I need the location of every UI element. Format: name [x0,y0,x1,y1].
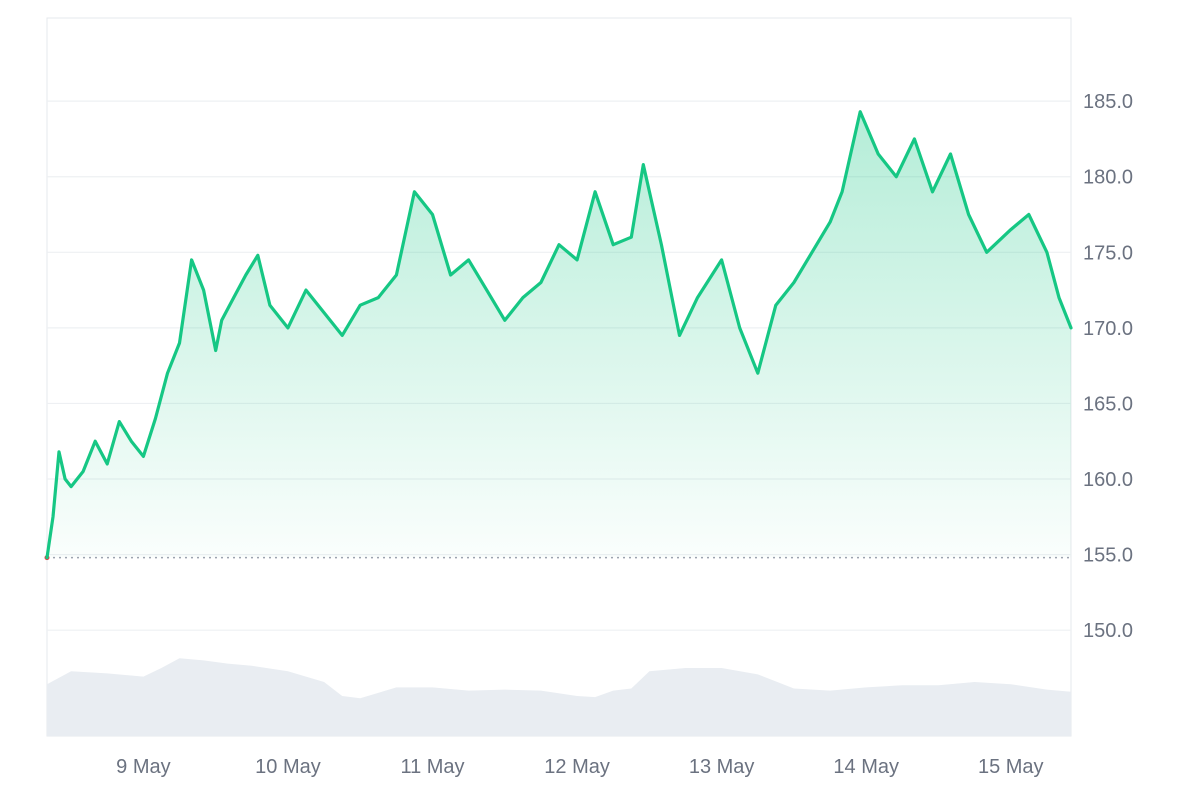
price-area-fill [47,111,1071,558]
x-tick-label: 10 May [255,756,321,778]
y-tick-label: 160.0 [1083,469,1133,491]
x-axis: 9 May 10 May 11 May 12 May 13 May 14 May 15 Ma… [116,756,1043,778]
x-tick-label: 11 May [400,756,464,778]
x-tick-label: 9 May [116,756,170,778]
line-layer [45,110,1073,560]
x-tick-label: 13 May [689,756,755,778]
y-tick-label: 150.0 [1083,620,1133,642]
x-tick-label: 12 May [544,756,610,778]
x-tick-label: 14 May [833,756,899,778]
y-axis: 185.0 180.0 175.0 170.0 165.0 160.0 155.0 150.0 [1083,91,1133,642]
y-tick-label: 155.0 [1083,545,1133,567]
y-tick-label: 180.0 [1083,167,1133,189]
volume-layer [47,658,1071,736]
y-tick-label: 175.0 [1083,242,1133,264]
y-tick-label: 170.0 [1083,318,1133,340]
y-tick-label: 185.0 [1083,91,1133,113]
y-tick-label: 165.0 [1083,393,1133,415]
area-layer [47,111,1071,558]
price-line [45,110,1073,560]
x-tick-label: 15 May [978,756,1044,778]
volume-area [47,658,1071,736]
